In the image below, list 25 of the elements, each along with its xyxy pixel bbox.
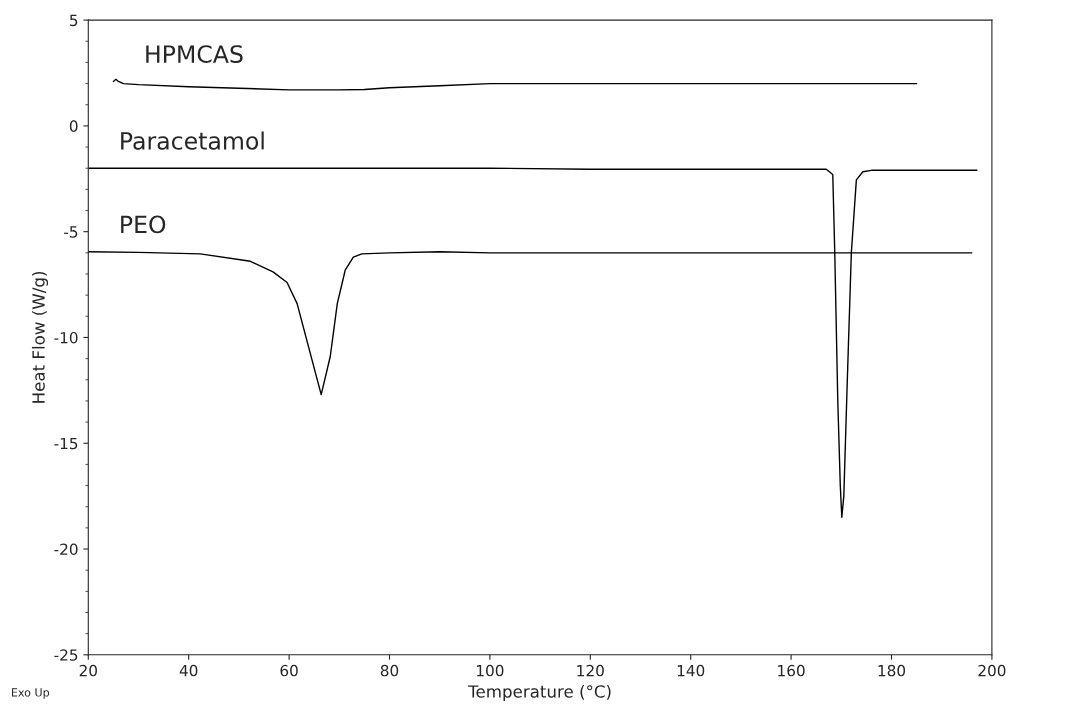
- x-tick-label: 180: [878, 664, 906, 677]
- x-axis-title: Temperature (°C): [468, 684, 611, 702]
- series-label: Paracetamol: [121, 131, 264, 150]
- y-tick-label: -20: [54, 543, 78, 556]
- text: Exo Up: [11, 688, 50, 699]
- y-tick-label: 0: [69, 120, 78, 132]
- y-tick-label: -10: [54, 331, 78, 344]
- line-series: [88, 167, 978, 518]
- y-tick-label: 5: [70, 14, 78, 27]
- x-tick-label: 40: [179, 664, 198, 677]
- y-axis-title: Heat Flow (W/g): [31, 271, 49, 403]
- line-series: [112, 78, 918, 91]
- x-tick-label: 140: [677, 664, 705, 677]
- y-tick-label: -5: [64, 226, 78, 238]
- y-tick-label: -25: [54, 649, 78, 661]
- x-tick-label: 120: [577, 664, 604, 677]
- x-tick-label: 60: [280, 664, 298, 677]
- series-label: PEO: [121, 215, 166, 234]
- x-tick-label: 80: [380, 664, 399, 677]
- y-tick-label: -15: [54, 437, 78, 450]
- x-tick-label: 20: [79, 664, 97, 677]
- x-tick-label: 200: [978, 664, 1006, 677]
- x-tick-label: 160: [778, 664, 805, 677]
- series-label: HPMCAS: [146, 45, 243, 63]
- x-tick-label: 100: [476, 664, 504, 677]
